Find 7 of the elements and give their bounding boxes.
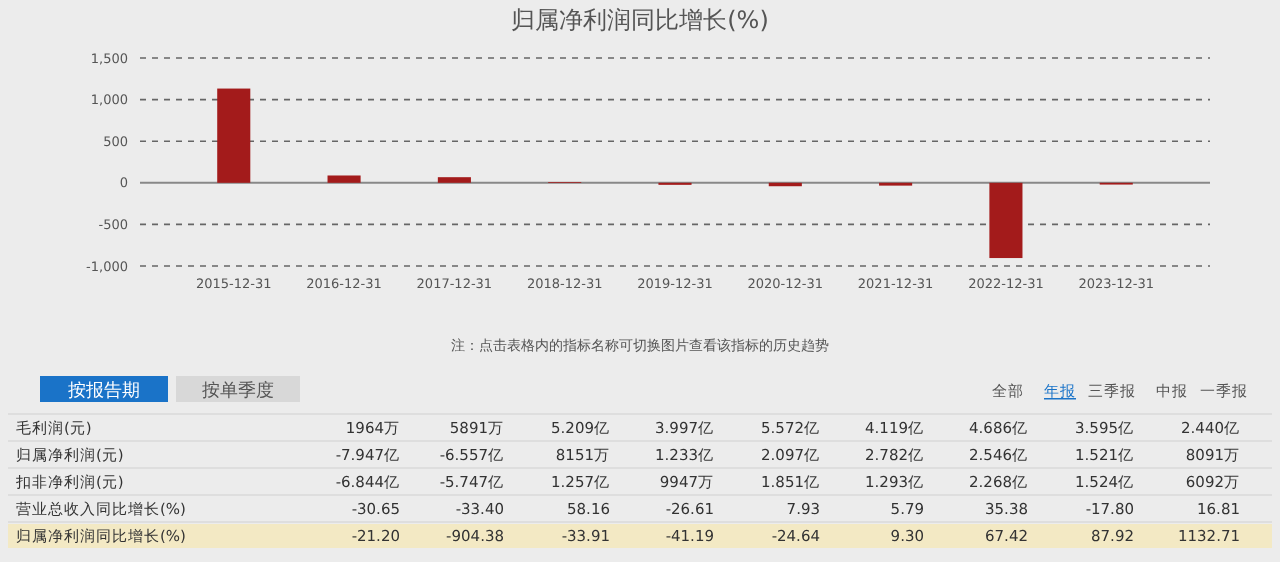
chart-title: 归属净利润同比增长(%) bbox=[511, 6, 769, 34]
report-period-button: 按报告期 bbox=[40, 376, 168, 402]
bar bbox=[217, 88, 251, 183]
bar bbox=[437, 177, 471, 183]
bar bbox=[989, 182, 1023, 259]
quarter-button: 按单季度 bbox=[176, 376, 300, 402]
bar bbox=[327, 175, 361, 183]
